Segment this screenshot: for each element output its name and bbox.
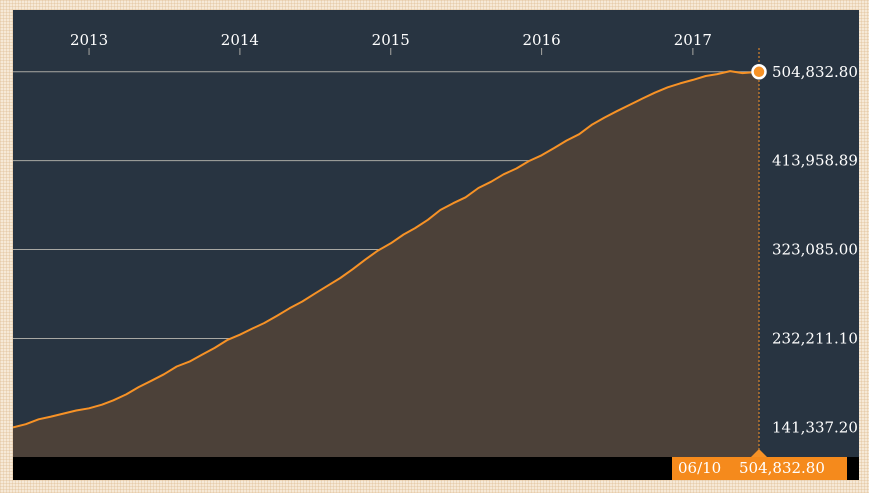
chart-plot: 141,337.20 232,211.10 323,085.00 413,958.89… [13, 31, 858, 457]
chart-panel: 141,337.20 232,211.10 323,085.00 413,958.89… [13, 10, 859, 480]
x-tick-label: 2016 [523, 31, 561, 49]
x-tick-label: 2014 [221, 31, 259, 49]
y-tick-label: 504,832.80 [772, 63, 858, 81]
x-tick-label: 2015 [372, 31, 410, 49]
readout-value: 504,832.80 [739, 459, 825, 477]
x-tick-label: 2013 [70, 31, 108, 49]
y-tick-label: 141,337.20 [772, 418, 858, 436]
readout-date: 06/10 [678, 459, 722, 477]
series-line [13, 70, 760, 429]
time-axis-bar [13, 457, 859, 480]
readout-pointer [751, 449, 767, 457]
y-tick-label: 413,958.89 [772, 152, 858, 170]
x-tick-label: 2017 [674, 31, 712, 49]
y-tick-label: 232,211.10 [772, 329, 858, 347]
y-tick-label: 323,085.00 [772, 241, 858, 259]
last-value-readout: 06/10 504,832.80 [672, 457, 847, 480]
last-point-marker[interactable] [751, 64, 767, 80]
area-fill [13, 71, 759, 457]
